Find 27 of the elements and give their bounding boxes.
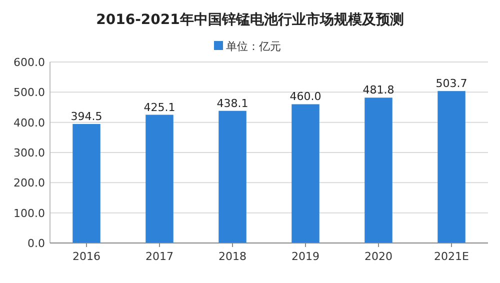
x-tick-label: 2019 [292, 250, 320, 263]
legend-label: 单位：亿元 [226, 40, 281, 53]
data-label: 425.1 [144, 100, 176, 114]
data-label: 481.8 [362, 84, 394, 97]
bar [72, 124, 100, 243]
x-tick-label: 2021E [434, 250, 470, 263]
data-label: 394.5 [70, 110, 102, 123]
bar [438, 91, 466, 243]
bar [364, 98, 392, 243]
x-tick-label: 2016 [72, 250, 100, 263]
bar [292, 104, 320, 243]
y-tick-label: 400.0 [14, 116, 45, 130]
data-label: 438.1 [216, 96, 248, 110]
y-tick-label: 0.0 [28, 237, 45, 250]
bar [146, 114, 174, 243]
x-tick-label: 2017 [146, 250, 174, 263]
data-label: 460.0 [290, 90, 322, 104]
bar [218, 110, 246, 243]
y-tick-label: 100.0 [14, 206, 45, 220]
y-tick-label: 500.0 [14, 86, 45, 100]
data-label: 503.7 [436, 77, 468, 90]
y-tick-label: 300.0 [14, 146, 45, 160]
x-tick-label: 2018 [218, 250, 246, 263]
y-tick-label: 200.0 [14, 176, 45, 190]
y-tick-label: 600.0 [14, 56, 45, 69]
chart-title: 2016-2021年中国锌锰电池行业市场规模及预测 [96, 11, 404, 28]
x-tick-label: 2020 [364, 250, 392, 263]
